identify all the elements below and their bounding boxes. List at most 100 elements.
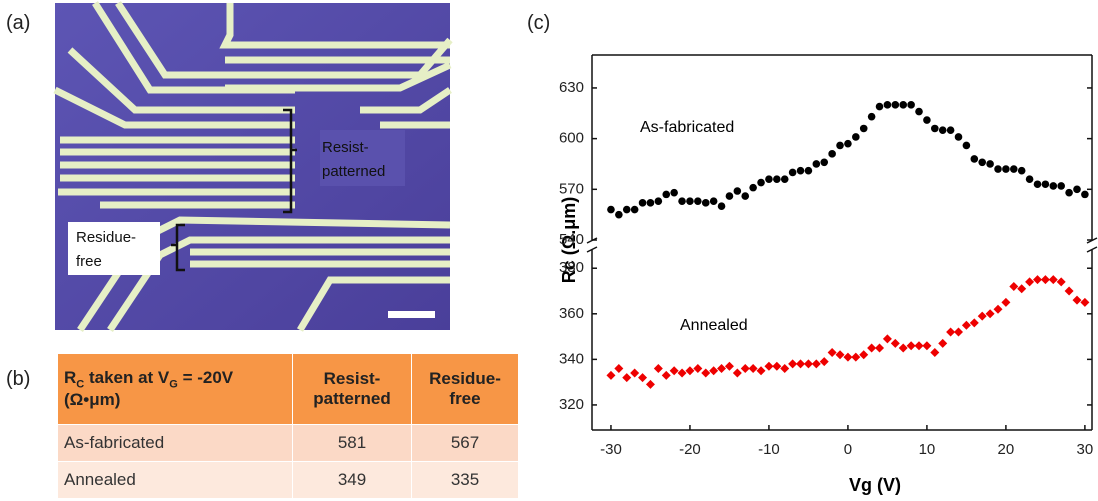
data-point [970, 318, 979, 327]
data-point [1081, 191, 1089, 199]
cell: 335 [412, 462, 519, 499]
data-point [843, 353, 852, 362]
data-point [813, 160, 821, 168]
data-point [805, 167, 813, 175]
data-point [955, 133, 963, 141]
data-point [710, 197, 718, 205]
data-point [875, 343, 884, 352]
x-tick-label: 10 [919, 441, 936, 458]
y-tick-label: 600 [559, 130, 584, 147]
data-point [963, 142, 971, 150]
x-tick-label: 20 [998, 441, 1015, 458]
data-point [883, 334, 892, 343]
data-point [867, 343, 876, 352]
data-point [820, 357, 829, 366]
data-point [939, 126, 947, 134]
data-point [789, 169, 797, 177]
data-point [678, 369, 687, 378]
data-point [662, 371, 671, 380]
y-tick-label: 360 [559, 305, 584, 322]
data-point [709, 366, 718, 375]
cell: Annealed [58, 462, 293, 499]
x-tick-label: -10 [758, 441, 780, 458]
data-point [986, 160, 994, 168]
cell: 349 [293, 462, 412, 499]
data-point [931, 125, 939, 133]
x-tick-label: -20 [679, 441, 701, 458]
text: G [169, 378, 178, 390]
text: (Ω•μm) [64, 390, 120, 409]
data-point [859, 350, 868, 359]
data-point [1080, 298, 1089, 307]
data-point [694, 197, 702, 205]
y-tick-label: 570 [559, 180, 584, 197]
data-point [607, 206, 615, 214]
data-point [1018, 167, 1026, 175]
data-point [994, 305, 1003, 314]
data-point [804, 359, 813, 368]
data-point [986, 309, 995, 318]
data-point [781, 175, 789, 183]
data-point [757, 366, 766, 375]
y-tick-label: 380 [559, 259, 584, 276]
page: (a) (b) (c) Resist- patterned Residue- f… [0, 0, 1098, 501]
data-point [1042, 180, 1050, 188]
data-point [915, 108, 923, 116]
data-point [797, 167, 805, 175]
data-point [836, 350, 845, 359]
data-point [606, 371, 615, 380]
data-point [701, 369, 710, 378]
x-tick-label: -30 [600, 441, 622, 458]
data-point [780, 364, 789, 373]
cell: As-fabricated [58, 425, 293, 462]
data-point [1009, 282, 1018, 291]
text: taken at V [84, 368, 169, 387]
data-point [647, 199, 655, 207]
cell: 567 [412, 425, 519, 462]
data-point [922, 341, 931, 350]
text: Residue- [429, 369, 501, 388]
data-point [1065, 189, 1073, 197]
data-point [899, 343, 908, 352]
data-point [1065, 287, 1074, 296]
x-tick-label: 0 [844, 441, 852, 458]
data-point [615, 211, 623, 219]
data-point [646, 380, 655, 389]
header-cell: Resist-patterned [293, 354, 412, 425]
data-point [907, 341, 916, 350]
data-point [1017, 284, 1026, 293]
data-point [741, 364, 750, 373]
data-point [1033, 275, 1042, 284]
data-point [670, 189, 678, 197]
data-point [725, 362, 734, 371]
data-point [1034, 180, 1042, 188]
data-point [788, 359, 797, 368]
data-point [1057, 277, 1066, 286]
annotation: Resist- [322, 139, 369, 156]
data-point [702, 199, 710, 207]
annotation: patterned [322, 163, 385, 180]
data-point [631, 206, 639, 214]
data-point [852, 133, 860, 141]
data-point [947, 126, 955, 134]
data-point [638, 373, 647, 382]
data-point [733, 369, 742, 378]
text: free [449, 389, 480, 408]
annotation: free [76, 253, 102, 270]
data-point [686, 197, 694, 205]
data-point [1001, 298, 1010, 307]
data-point [828, 150, 836, 158]
data-point [946, 328, 955, 337]
data-point [1049, 275, 1058, 284]
annotation: As-fabricated [640, 119, 734, 136]
data-point [654, 364, 663, 373]
data-point [971, 155, 979, 163]
data-point [622, 373, 631, 382]
data-point [930, 348, 939, 357]
micrograph: Resist- patterned Residue- free [0, 0, 460, 340]
data-point [868, 113, 876, 121]
text: Resist- [324, 369, 381, 388]
data-point [1002, 165, 1010, 173]
data-point [836, 142, 844, 150]
data-point [938, 339, 947, 348]
